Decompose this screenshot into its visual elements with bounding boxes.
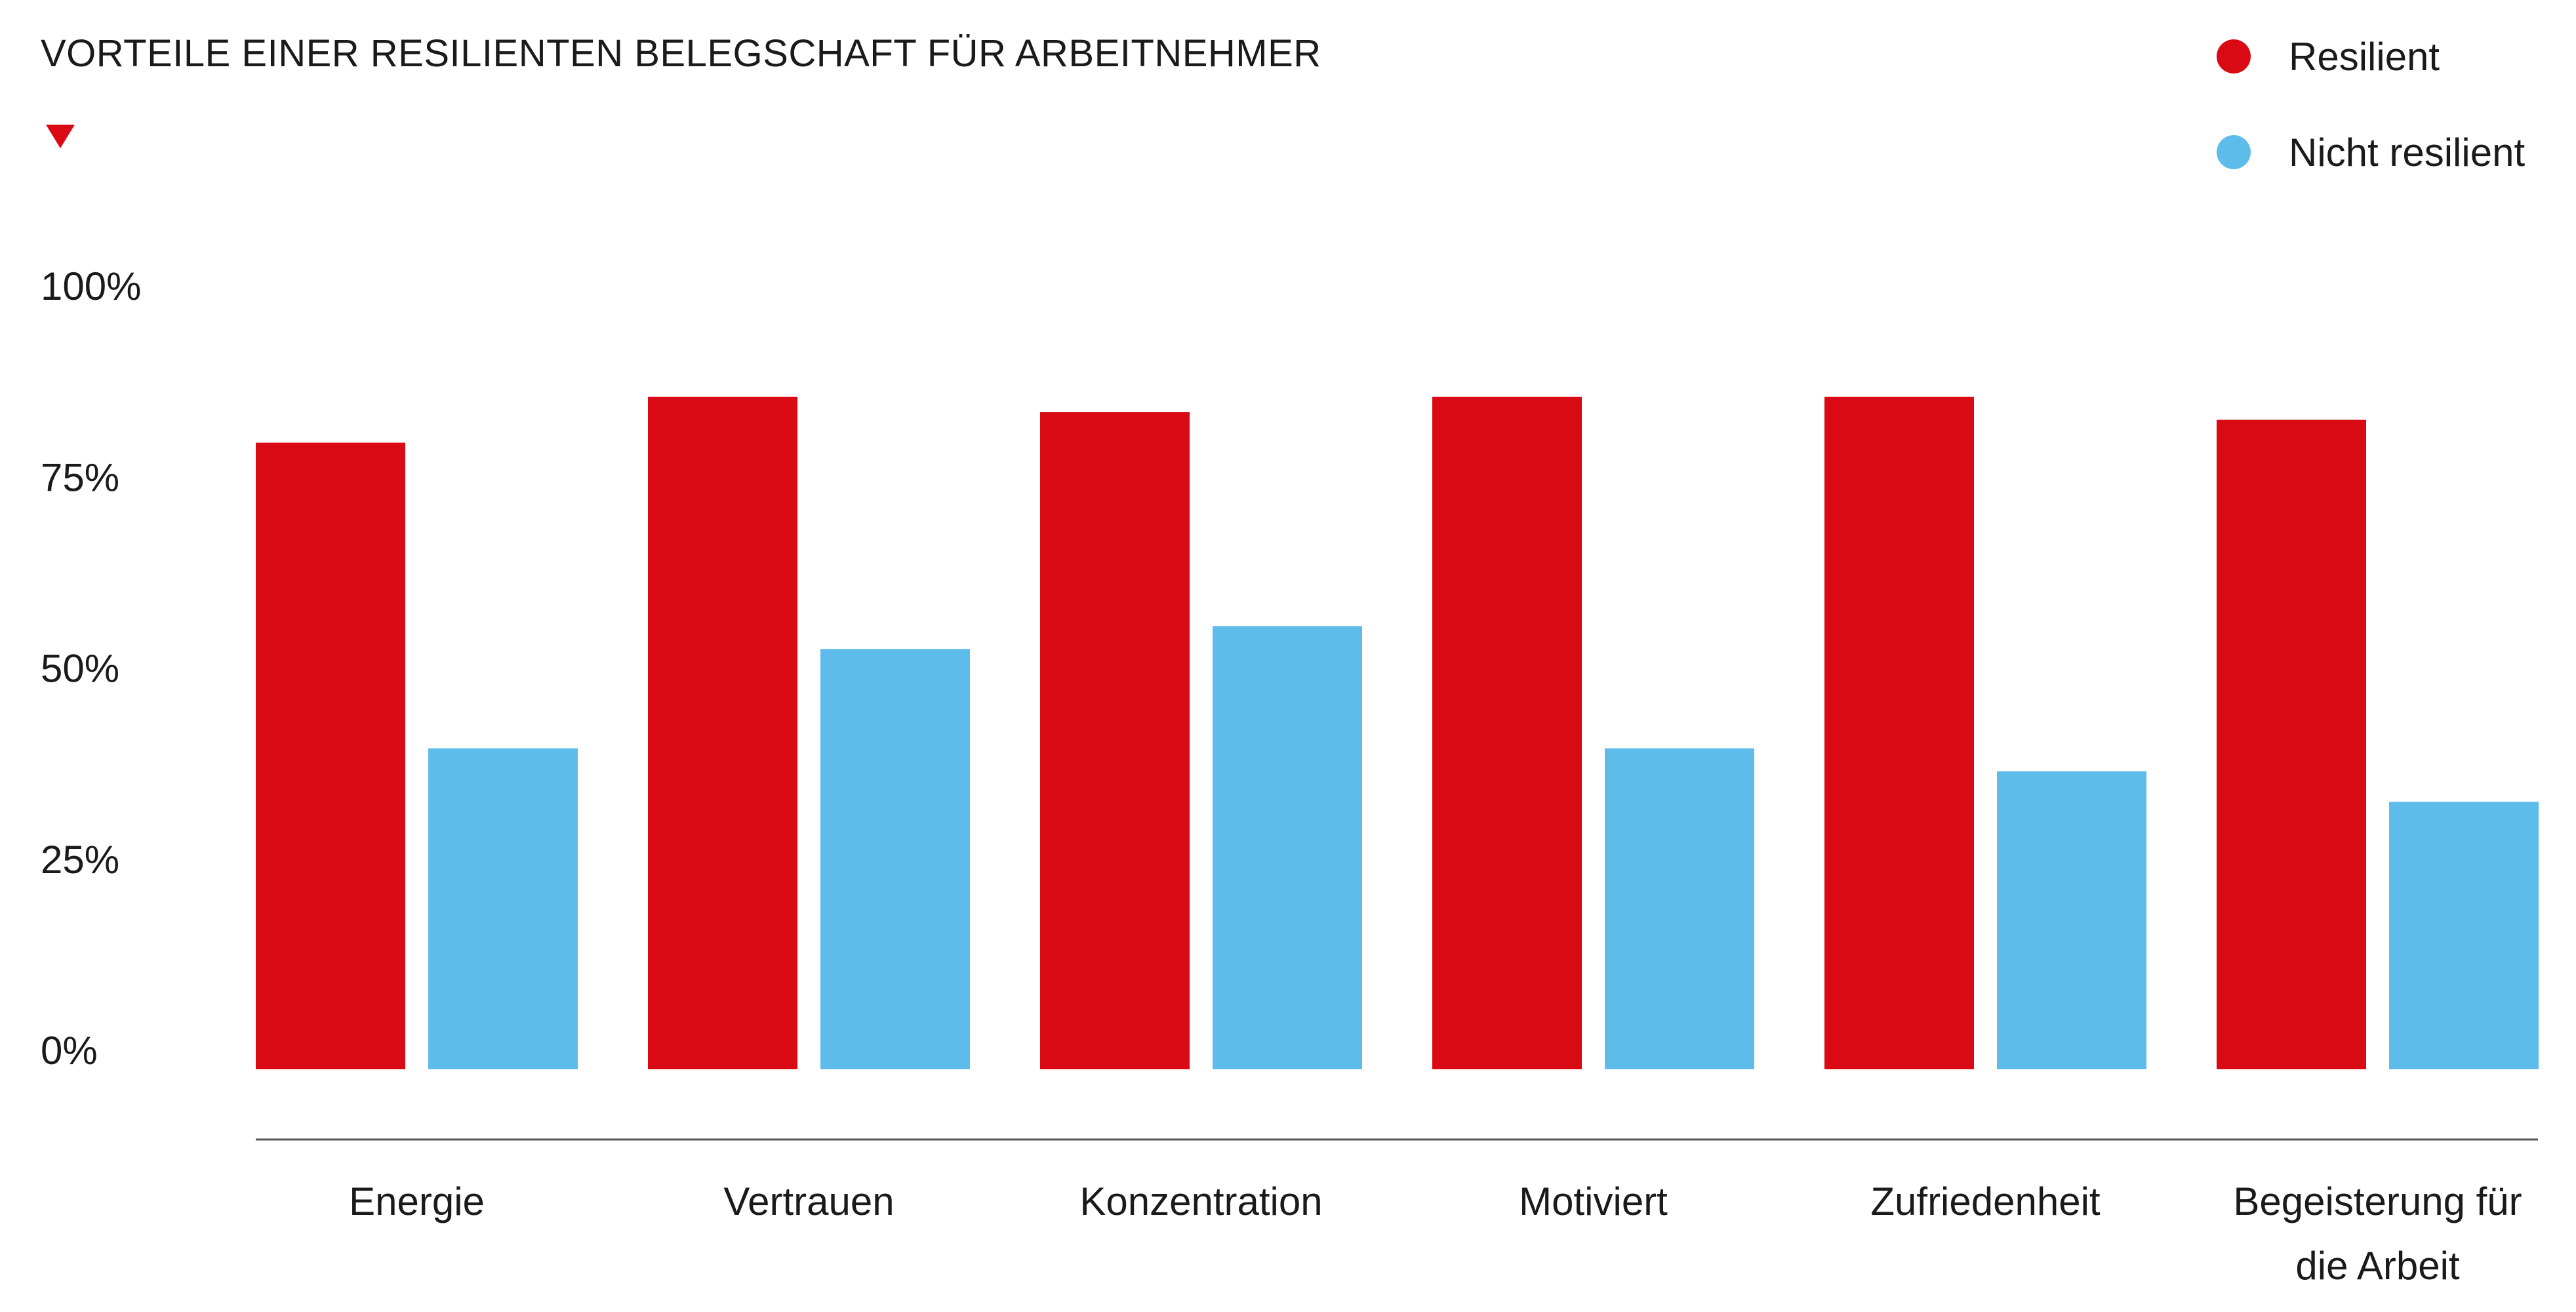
legend-swatch-resilient (2217, 39, 2251, 73)
chart-title: VORTEILE EINER RESILIENTEN BELEGSCHAFT F… (41, 32, 1321, 75)
bar-nicht-resilient (1605, 748, 1754, 1069)
legend-label-nicht-resilient: Nicht resilient (2289, 131, 2526, 174)
legend: Resilient Nicht resilient (2217, 34, 2571, 226)
bar-nicht-resilient (2389, 802, 2539, 1069)
x-axis-labels: Energie Vertrauen Konzentration Motiviert Zu… (349, 1179, 2522, 1288)
legend-item-resilient: Resilient (2217, 34, 2571, 130)
bar-nicht-resilient (820, 649, 970, 1069)
y-tick-label: 100% (41, 264, 141, 308)
y-axis: 0% 25% 50% 75% 100% (41, 264, 141, 1073)
legend-item-nicht-resilient: Nicht resilient (2217, 130, 2571, 226)
bar-nicht-resilient (1997, 771, 2146, 1069)
x-category-label: Begeisterung für (2233, 1179, 2522, 1223)
y-tick-label: 25% (41, 838, 119, 882)
x-category-label: Zufriedenheit (1870, 1179, 2101, 1223)
x-category-label: Vertrauen (723, 1179, 894, 1223)
bars (256, 396, 2539, 1069)
x-category-label: die Arbeit (2295, 1244, 2459, 1288)
x-category-label: Motiviert (1519, 1179, 1668, 1223)
bar-resilient (1824, 396, 1974, 1069)
bar-resilient (1040, 412, 1190, 1069)
bar-nicht-resilient (1213, 626, 1362, 1069)
x-category-label: Konzentration (1079, 1179, 1322, 1223)
y-tick-label: 50% (41, 647, 119, 691)
x-category-label: Energie (349, 1179, 485, 1223)
title-marker-triangle-icon (46, 125, 75, 148)
bar-resilient (648, 396, 797, 1069)
bar-resilient (2217, 419, 2366, 1069)
bar-resilient (256, 442, 405, 1069)
legend-swatch-nicht-resilient (2217, 135, 2251, 169)
bar-resilient (1432, 396, 1582, 1069)
y-tick-label: 0% (41, 1029, 98, 1073)
y-tick-label: 75% (41, 455, 119, 499)
bar-nicht-resilient (428, 748, 578, 1069)
legend-label-resilient: Resilient (2289, 35, 2440, 79)
